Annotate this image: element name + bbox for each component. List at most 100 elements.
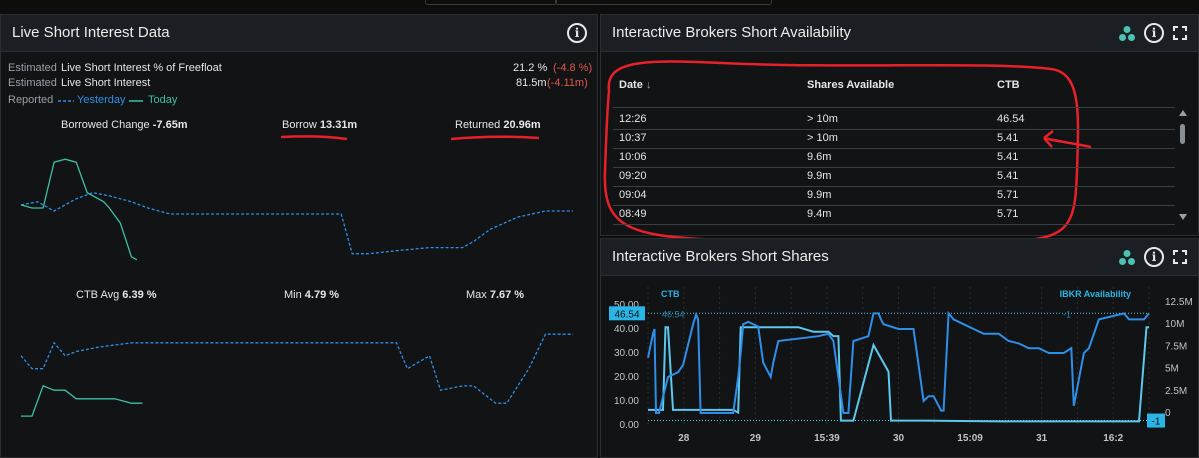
row-date: 09:20	[619, 170, 647, 182]
table-row[interactable]: 09:20 9.9m 5.41	[613, 167, 1175, 187]
y-left-tick: 40.00	[614, 324, 639, 335]
row-date: 09:04	[619, 189, 647, 201]
scroll-thumb[interactable]	[1180, 124, 1185, 144]
returned-annotation-underline	[450, 135, 540, 141]
row-shares: > 10m	[807, 113, 838, 125]
row-date: 12:26	[619, 113, 647, 125]
row-date: 10:37	[619, 132, 647, 144]
x-tick: 31	[1036, 433, 1048, 444]
expand-icon[interactable]	[1173, 250, 1187, 264]
legend-yesterday-swatch	[58, 100, 74, 102]
row-shares: 9.4m	[807, 208, 832, 220]
panel-header: Live Short Interest Data i	[1, 15, 597, 52]
estimated-tag: Estimated	[8, 77, 57, 89]
row-shares: > 10m	[807, 132, 838, 144]
x-tick: 30	[893, 433, 905, 444]
ctb-series-line	[647, 310, 1150, 414]
scroll-down-icon[interactable]	[1179, 214, 1187, 220]
x-tick: 15:39	[814, 433, 840, 444]
tab-segment-left[interactable]	[425, 0, 557, 5]
short-interest-value: 81.5m	[516, 77, 547, 89]
x-tick: 16:2	[1103, 433, 1123, 444]
borrowed-change-stat: Borrowed Change -7.65m	[61, 119, 188, 131]
scroll-up-icon[interactable]	[1179, 110, 1187, 116]
table-header-divider	[613, 107, 1175, 108]
ctb-series-yesterday	[20, 333, 573, 404]
y-right-tick: 0	[1165, 408, 1171, 419]
y-right-tick: 5M	[1165, 364, 1179, 375]
expand-icon[interactable]	[1173, 26, 1187, 40]
row-ctb: 5.41	[997, 151, 1019, 163]
table-row[interactable]: 09:04 9.9m 5.71	[613, 186, 1175, 206]
short-interest-pct-change: (-4.8 %)	[553, 62, 593, 74]
panel-header: Interactive Brokers Short Availability i	[601, 15, 1198, 52]
tab-segment-right[interactable]	[555, 0, 772, 5]
table-row[interactable]: 12:26 > 10m 46.54	[613, 110, 1175, 130]
ctb-value-marker-text: 46.54	[614, 309, 639, 320]
short-shares-chart: 0.00 10.00 20.00 30.00 40.00 50.00 0 2.5M 5M 7.5M…	[609, 287, 1193, 444]
legend-yesterday[interactable]: Yesterday	[77, 94, 126, 106]
row-ctb: 5.41	[997, 132, 1019, 144]
availability-value-marker	[1147, 413, 1165, 428]
short-interest-pct-value: 21.2 %	[513, 62, 548, 74]
row-ctb: 5.71	[997, 208, 1019, 220]
x-tick: 28	[678, 433, 690, 444]
ortex-logo-icon[interactable]	[1118, 249, 1136, 267]
estimated-tag: Estimated	[8, 62, 57, 74]
row-shares: 9.6m	[807, 151, 832, 163]
col-ctb-header[interactable]: CTB	[997, 79, 1020, 91]
legend-today[interactable]: Today	[148, 94, 178, 106]
row-date: 08:49	[619, 208, 647, 220]
ctb-series-today	[21, 385, 143, 417]
ctb-series-label: CTB	[661, 289, 680, 299]
live-short-interest-panel: Live Short Interest Data i Estimated Liv…	[0, 14, 598, 458]
panel-title: Interactive Brokers Short Availability	[612, 24, 851, 41]
row-shares: 9.9m	[807, 189, 832, 201]
borrow-series-today	[20, 158, 138, 261]
y-left-tick: 30.00	[614, 348, 639, 359]
x-tick: 29	[750, 433, 762, 444]
row-ctb: 5.71	[997, 189, 1019, 201]
panel-header: Interactive Brokers Short Shares i	[601, 239, 1198, 276]
ctb-value-ghost-label: 46.54	[662, 309, 685, 319]
ctb-max-stat: Max 7.67 %	[466, 289, 525, 301]
ctb-chart	[20, 333, 573, 417]
info-icon[interactable]: i	[567, 23, 587, 43]
info-icon[interactable]: i	[1144, 23, 1164, 43]
availability-ghost-label: -1	[1063, 309, 1071, 319]
availability-series-label: IBKR Availability	[1060, 289, 1131, 299]
x-tick: 15:09	[957, 433, 983, 444]
panel-title: Interactive Brokers Short Shares	[612, 248, 829, 265]
ib-short-availability-panel: Interactive Brokers Short Availability i…	[600, 14, 1199, 245]
legend-today-swatch	[129, 100, 143, 102]
row-ctb: 46.54	[997, 113, 1025, 125]
table-row[interactable]: 08:49 9.4m 5.71	[613, 205, 1175, 225]
annotation-circle	[603, 60, 1092, 245]
panel-title: Live Short Interest Data	[12, 24, 170, 41]
info-icon[interactable]: i	[1144, 247, 1164, 267]
row-date: 10:06	[619, 151, 647, 163]
availability-value-marker-text: -1	[1152, 417, 1161, 428]
y-right-tick: 2.5M	[1165, 386, 1187, 397]
scrollbar[interactable]	[1178, 110, 1188, 222]
returned-stat: Returned 20.96m	[455, 119, 541, 131]
row-shares: 9.9m	[807, 170, 832, 182]
ctb-min-stat: Min 4.79 %	[284, 289, 340, 301]
y-left-tick: 10.00	[614, 396, 639, 407]
table-row[interactable]: 10:37 > 10m 5.41	[613, 129, 1175, 149]
borrow-annotation-underline	[280, 135, 348, 141]
ib-short-shares-panel: Interactive Brokers Short Shares i 0.00 1…	[600, 238, 1199, 458]
top-strip	[0, 0, 1199, 12]
row-ctb: 5.41	[997, 170, 1019, 182]
short-interest-pct-label: Live Short Interest % of Freefloat	[61, 62, 222, 74]
col-date-header[interactable]: Date ↓	[619, 79, 652, 91]
ctb-avg-stat: CTB Avg 6.39 %	[76, 289, 157, 301]
col-shares-header[interactable]: Shares Available	[807, 79, 895, 91]
ortex-logo-icon[interactable]	[1118, 25, 1136, 43]
y-right-tick: 7.5M	[1165, 341, 1187, 352]
short-interest-change: (-4.11m)	[547, 77, 588, 89]
table-row[interactable]: 10:06 9.6m 5.41	[613, 148, 1175, 168]
short-interest-label: Live Short Interest	[61, 77, 151, 89]
sort-arrow-icon[interactable]: ↓	[645, 79, 652, 91]
availability-series-line	[648, 326, 1149, 423]
